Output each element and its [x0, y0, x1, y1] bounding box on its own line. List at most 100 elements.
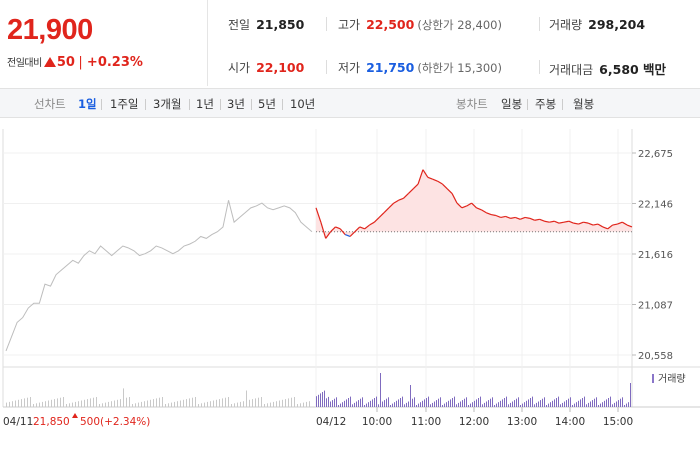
today-volume-bar	[336, 397, 337, 407]
volume-legend-swatch	[652, 374, 654, 383]
prev-volume-bar	[24, 398, 25, 407]
today-volume-bar	[466, 397, 467, 407]
today-line-segment	[583, 221, 589, 224]
today-volume-bar	[370, 400, 371, 407]
prev-volume-bar	[267, 403, 268, 407]
period-1w[interactable]: 1주일	[110, 97, 139, 111]
today-volume-bar	[356, 401, 357, 407]
prev-volume-bar	[60, 397, 61, 407]
today-line-segment	[378, 212, 385, 218]
today-volume-bar	[384, 400, 385, 407]
stat-sub: (상한가 28,400)	[417, 18, 502, 32]
divider	[189, 99, 190, 110]
today-volume-bar	[414, 397, 415, 407]
today-volume-bar	[598, 405, 599, 407]
prev-volume-bar	[9, 401, 10, 407]
prev-volume-bar	[288, 398, 289, 407]
divider	[282, 99, 283, 110]
today-volume-bar	[552, 400, 553, 407]
today-volume-bar	[586, 404, 587, 407]
today-volume-bar	[408, 401, 409, 407]
stat-volume: 거래량 298,204	[549, 16, 645, 33]
prev-volume-bar	[18, 399, 19, 407]
prev-volume-bar	[180, 400, 181, 407]
prev-volume-bar	[51, 399, 52, 407]
period-5y[interactable]: 5년	[258, 97, 276, 111]
prev-volume-bar	[309, 401, 310, 407]
prev-volume-bar	[135, 403, 136, 407]
today-volume-bar	[458, 402, 459, 407]
today-volume-bar	[404, 404, 405, 407]
divider	[101, 99, 102, 110]
period-1y[interactable]: 1년	[196, 97, 214, 111]
prev-volume-bar	[243, 401, 244, 407]
today-line-segment	[349, 231, 356, 237]
divider	[220, 99, 221, 110]
today-volume-bar	[412, 398, 413, 407]
price-change: 전일대비 50 | +0.23%	[7, 54, 143, 70]
period-3y[interactable]: 3년	[227, 97, 245, 111]
today-volume-bar	[430, 404, 431, 407]
prev-volume-bar	[48, 400, 49, 407]
period-10y[interactable]: 10년	[290, 97, 316, 111]
prev-volume-bar	[189, 398, 190, 407]
today-volume-bar	[364, 405, 365, 407]
period-3m[interactable]: 3개월	[153, 97, 182, 111]
today-volume-bar	[540, 400, 541, 407]
prev-volume-bar	[66, 404, 67, 407]
today-line-segment	[568, 220, 574, 224]
today-volume-bar	[318, 394, 319, 407]
today-volume-bar	[354, 402, 355, 407]
today-volume-bar	[550, 402, 551, 407]
candle-daily[interactable]: 일봉	[501, 97, 523, 111]
today-volume-bar	[604, 400, 605, 407]
candle-monthly[interactable]: 월봉	[573, 97, 595, 111]
today-line-segment	[373, 216, 380, 223]
today-volume-bar	[426, 398, 427, 407]
candle-weekly[interactable]: 주봉	[535, 97, 557, 111]
today-volume-bar	[398, 399, 399, 407]
today-volume-bar	[498, 402, 499, 407]
today-line-segment	[388, 202, 395, 209]
prev-volume-bar	[270, 402, 271, 407]
period-1d[interactable]: 1일	[78, 97, 97, 111]
divider	[145, 99, 146, 110]
prev-volume-bar	[30, 397, 31, 407]
prev-volume-bar	[264, 404, 265, 407]
today-line-segment	[612, 223, 618, 226]
today-volume-bar	[322, 392, 323, 407]
prev-volume-bar	[84, 399, 85, 407]
prev-day-date: 04/11	[3, 416, 33, 428]
today-volume-bar	[628, 402, 629, 407]
chart-toolbar: 선차트 1일 1주일 3개월 1년 3년 5년 10년 봉차트 일봉 주봉 월봉	[0, 88, 700, 118]
today-line-segment	[558, 221, 565, 224]
x-tick-label: 11:00	[411, 416, 441, 428]
today-line-segment	[437, 180, 443, 185]
today-volume-bar	[396, 400, 397, 407]
today-date: 04/12	[316, 416, 346, 428]
today-volume-bar	[452, 398, 453, 407]
today-line-segment	[505, 215, 511, 219]
prev-volume-bar	[285, 399, 286, 407]
stat-label: 시가	[228, 61, 251, 75]
prev-volume-bar	[96, 397, 97, 407]
today-volume-bar	[388, 397, 389, 407]
today-volume-bar	[394, 402, 395, 407]
today-line-segment	[412, 183, 419, 190]
prev-volume-bar	[252, 399, 253, 407]
price-summary: 21,900 전일대비 50 | +0.23%	[0, 0, 208, 86]
prev-volume-bar	[93, 397, 94, 407]
prev-volume-bar	[114, 400, 115, 407]
stat-sub: (하한가 15,300)	[417, 61, 502, 75]
today-volume-bar	[342, 402, 343, 407]
prev-volume-bar	[141, 401, 142, 407]
x-tick-label: 12:00	[459, 416, 489, 428]
today-line-segment	[553, 220, 560, 224]
today-line-segment	[602, 226, 608, 230]
prev-volume-bar	[78, 401, 79, 407]
today-volume-bar	[528, 399, 529, 407]
prev-volume-bar	[138, 402, 139, 407]
today-volume-bar	[476, 399, 477, 407]
stat-value: 21,750	[366, 60, 415, 75]
